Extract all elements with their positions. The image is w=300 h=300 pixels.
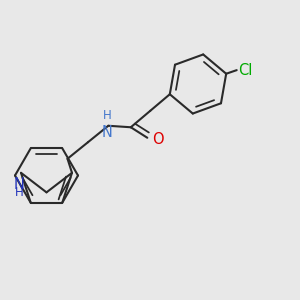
Text: O: O bbox=[152, 132, 164, 147]
Text: H: H bbox=[102, 109, 111, 122]
Text: N: N bbox=[101, 125, 112, 140]
Text: Cl: Cl bbox=[238, 63, 252, 78]
Text: N: N bbox=[14, 177, 25, 192]
Text: H: H bbox=[15, 186, 24, 199]
